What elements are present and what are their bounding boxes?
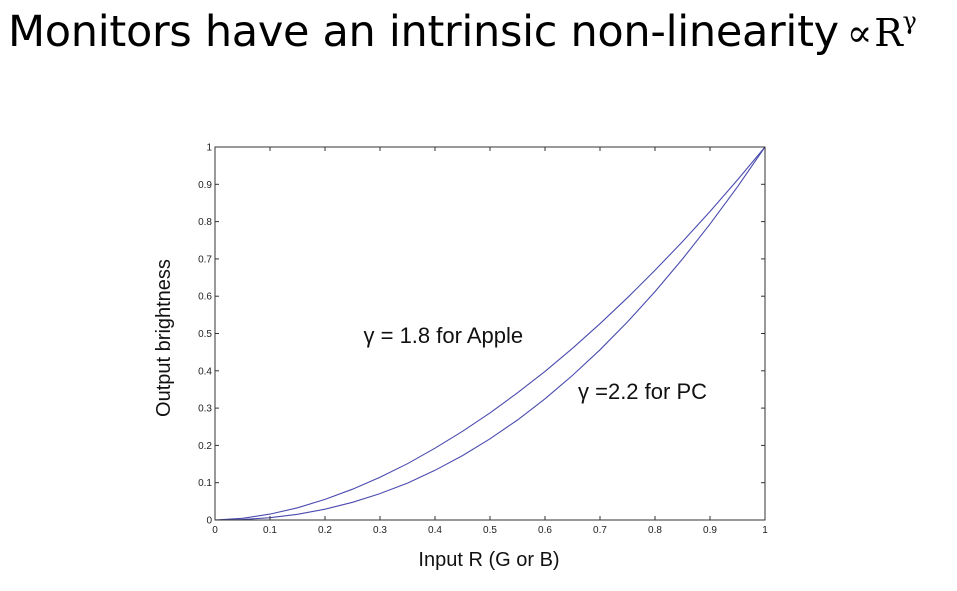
- y-tick-label: 0.2: [198, 441, 212, 452]
- title-base: R: [874, 11, 903, 55]
- slide-title: Monitors have an intrinsic non-linearity…: [8, 0, 917, 64]
- y-tick-label: 0.5: [198, 329, 212, 340]
- y-tick-label: 0.1: [198, 478, 212, 489]
- x-tick-label: 0.5: [483, 525, 497, 536]
- x-axis-label: Input R (G or B): [418, 549, 559, 571]
- x-tick-label: 0.6: [538, 525, 552, 536]
- y-tick-label: 0.4: [198, 366, 212, 377]
- title-text: Monitors have an intrinsic non-linearity: [8, 7, 839, 57]
- x-tick-label: 0.7: [593, 525, 607, 536]
- y-tick-label: 0.8: [198, 217, 212, 228]
- annotations-layer: γ = 1.8 for Apple γ =2.2 for PC: [364, 323, 708, 404]
- y-tick-label: 1: [206, 143, 212, 154]
- plot-background: [212, 144, 766, 521]
- y-tick-label: 0.7: [198, 254, 212, 265]
- y-tick-label: 0.3: [198, 404, 212, 415]
- x-tick-label: 0.2: [318, 525, 332, 536]
- series-line-1: [214, 146, 766, 521]
- x-tick-label: 0.8: [648, 525, 662, 536]
- y-axis-label: Output brightness: [153, 259, 175, 417]
- y-tick-label: 0.9: [198, 180, 212, 191]
- y-tick-label: 0: [206, 516, 212, 527]
- x-tick-label: 0: [212, 525, 218, 536]
- curves-layer: [214, 146, 766, 521]
- y-tick-label: 0.6: [198, 292, 212, 303]
- x-tick-label: 0.3: [373, 525, 387, 536]
- tick-labels-layer: 0 0.1 0.2 0.3 0.4 0.5 0.6 0.7 0.8 0.9 1 0 0.1 0.2 0.3 0…: [198, 143, 768, 537]
- x-tick-label: 1: [762, 525, 768, 536]
- x-tick-label: 0.1: [263, 525, 277, 536]
- proportional-symbol: ∝: [846, 11, 873, 55]
- curve-annotation-1: γ = 1.8 for Apple: [364, 323, 524, 348]
- ticks-layer: [214, 146, 766, 521]
- x-tick-label: 0.4: [428, 525, 442, 536]
- series-line-2: [214, 146, 766, 521]
- x-tick-label: 0.9: [703, 525, 717, 536]
- curve-annotation-2: γ =2.2 for PC: [578, 379, 707, 404]
- title-superscript: γ: [902, 7, 917, 35]
